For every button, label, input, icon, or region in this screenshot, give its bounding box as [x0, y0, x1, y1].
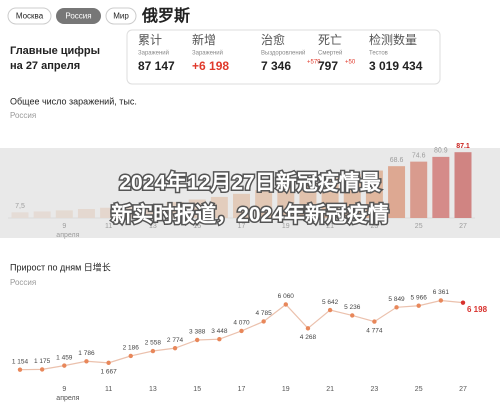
data-label: 5 849 — [388, 296, 405, 303]
point — [372, 319, 377, 324]
data-label: 6 198 — [467, 305, 488, 314]
point — [460, 300, 466, 305]
summary-heading: Главные цифры — [10, 45, 100, 57]
stat-label: 检测数量 — [369, 32, 417, 47]
point — [305, 326, 311, 331]
stat-change: +579 — [307, 60, 321, 66]
stats-box — [126, 29, 441, 85]
point — [172, 345, 178, 351]
x-tick-label: 11 — [105, 386, 112, 393]
point — [217, 336, 222, 342]
data-label: 4 070 — [233, 320, 250, 327]
tab[interactable] — [105, 7, 137, 25]
x-tick-label: 17 — [238, 386, 246, 393]
stat-change: +50 — [345, 60, 356, 66]
chart-title: Общее число заражений, тыс. — [10, 96, 137, 106]
data-label: 1 459 — [56, 354, 73, 361]
stat-value: +6 198 — [192, 59, 229, 73]
stat-sublabel: Смертей — [318, 50, 342, 57]
point — [283, 302, 288, 307]
x-tick-label: 25 — [415, 386, 423, 393]
chart-subtitle: Россия — [10, 111, 36, 120]
data-label: 3 448 — [211, 328, 228, 335]
data-label: 1 154 — [12, 358, 29, 365]
x-month-label: апреля — [56, 395, 79, 402]
point — [62, 363, 67, 368]
point — [438, 298, 444, 303]
point — [416, 303, 421, 308]
data-label: 2 186 — [123, 345, 140, 352]
data-label: 4 774 — [366, 327, 383, 334]
point — [261, 319, 266, 324]
data-label: 1 667 — [100, 369, 117, 376]
chart-subtitle: Россия — [10, 278, 36, 287]
x-tick-label: 19 — [282, 386, 290, 393]
tab-selected[interactable] — [56, 8, 101, 24]
stat-value: 7 346 — [261, 59, 291, 73]
stat-sublabel: Тестов — [369, 51, 388, 57]
point — [350, 313, 355, 318]
point — [39, 367, 45, 372]
stat-value: 797 — [318, 59, 338, 73]
data-label: 5 236 — [344, 304, 361, 311]
point — [106, 360, 111, 366]
point — [150, 348, 156, 354]
x-tick-label: 27 — [459, 386, 467, 393]
tab-label[interactable]: Мир — [113, 12, 129, 21]
point — [84, 359, 89, 364]
x-tick-label: 9 — [62, 386, 66, 393]
chart-title: Прирост по дням 日增长 — [10, 261, 111, 272]
stat-sublabel: Заражений — [138, 50, 169, 57]
point — [327, 307, 333, 313]
banner — [0, 148, 500, 238]
data-label: 1 175 — [34, 358, 51, 365]
tab-label[interactable]: Россия — [65, 12, 91, 21]
data-label: 5 642 — [322, 299, 339, 306]
banner-line: 2024年12月27日新冠疫情最 — [119, 171, 381, 195]
data-label: 6 060 — [278, 293, 295, 300]
stat-sublabel: Заражений — [192, 50, 223, 57]
stat-value: 3 019 434 — [369, 59, 423, 73]
data-label: 4 785 — [256, 310, 273, 317]
data-label: 5 966 — [411, 294, 428, 301]
stat-sublabel: Выздоровлений — [261, 50, 305, 57]
point — [239, 328, 244, 334]
point — [17, 367, 23, 372]
data-label: 87.1 — [456, 143, 470, 150]
stat-label: 死亡 — [318, 33, 342, 47]
stat-label: 治愈 — [261, 32, 285, 47]
data-label: 2 558 — [145, 340, 162, 347]
stat-value: 87 147 — [138, 59, 175, 73]
banner-line: 新实时报道，2024年新冠疫情 — [111, 203, 389, 227]
x-tick-label: 15 — [193, 386, 201, 393]
x-tick-label: 13 — [149, 386, 157, 393]
tab-label[interactable]: Москва — [16, 12, 44, 21]
data-label: 6 361 — [433, 289, 450, 296]
stat-label: 累计 — [138, 33, 162, 47]
x-tick-label: 23 — [371, 386, 379, 393]
point — [195, 337, 200, 343]
data-label: 3 388 — [189, 329, 206, 336]
data-label: 2 774 — [167, 337, 184, 344]
point — [394, 305, 399, 310]
x-tick-label: 21 — [326, 386, 334, 393]
page-title: 俄罗斯 — [141, 6, 190, 25]
data-label: 1 786 — [78, 350, 95, 357]
summary-date: на 27 апреля — [10, 60, 80, 72]
tab[interactable] — [7, 7, 52, 25]
data-label: 4 268 — [300, 334, 317, 341]
point — [128, 353, 133, 359]
stat-label: 新增 — [192, 32, 216, 47]
